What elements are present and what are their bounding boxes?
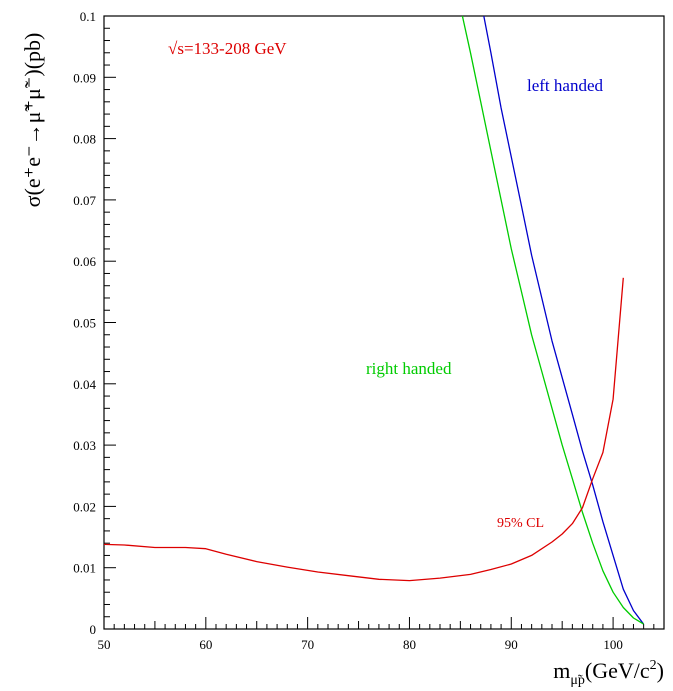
- annotation-energy: √s=133-208 GeV: [168, 39, 287, 58]
- y-tick-label: 0.09: [73, 70, 96, 85]
- annotation-95cl: 95% CL: [497, 516, 544, 531]
- x-axis-label: mμ̃p(GeV/c2): [553, 658, 664, 688]
- x-tick-label: 60: [199, 637, 212, 652]
- curves: [103, 15, 645, 625]
- x-tick-label: 70: [301, 637, 314, 652]
- curve-right-handed: [461, 15, 644, 625]
- x-tick-label: 90: [505, 637, 518, 652]
- plot-frame: [103, 15, 665, 630]
- y-tick-label: 0.04: [73, 377, 96, 392]
- x-axis-label-sub: μ̃p: [570, 673, 585, 688]
- y-tick-label: 0.06: [73, 254, 96, 269]
- curve-95-cl: [103, 277, 624, 582]
- x-tick-label: 80: [403, 637, 416, 652]
- y-tick-label: 0.01: [73, 561, 96, 576]
- y-axis-label: σ(e⁺e⁻→μ̃⁺μ̃⁻)(pb): [20, 33, 45, 208]
- y-tick-label: 0.05: [73, 316, 96, 331]
- y-tick-label: 0.1: [80, 9, 96, 24]
- x-axis-label-unit: (GeV/c: [585, 658, 650, 683]
- y-tick-label: 0.03: [73, 438, 96, 453]
- axis-tick-labels: 50 60 70 80 90 100 0 0.01 0.02 0.03 0.04 0.05 0.06 0.…: [73, 9, 623, 652]
- curve-left-handed: [483, 15, 645, 625]
- x-tick-label: 100: [603, 637, 623, 652]
- annotation-right-handed: right handed: [366, 359, 452, 378]
- y-tick-label: 0.02: [73, 499, 96, 514]
- x-axis-label-close: ): [657, 658, 664, 683]
- x-axis-label-sup: 2: [650, 658, 657, 673]
- axis-ticks: [103, 15, 665, 630]
- annotation-left-handed: left handed: [527, 76, 603, 95]
- x-axis-label-main: m: [553, 658, 570, 683]
- x-tick-label: 50: [98, 637, 111, 652]
- y-tick-label: 0.08: [73, 132, 96, 147]
- y-tick-label: 0.07: [73, 193, 96, 208]
- y-tick-label: 0: [90, 622, 97, 637]
